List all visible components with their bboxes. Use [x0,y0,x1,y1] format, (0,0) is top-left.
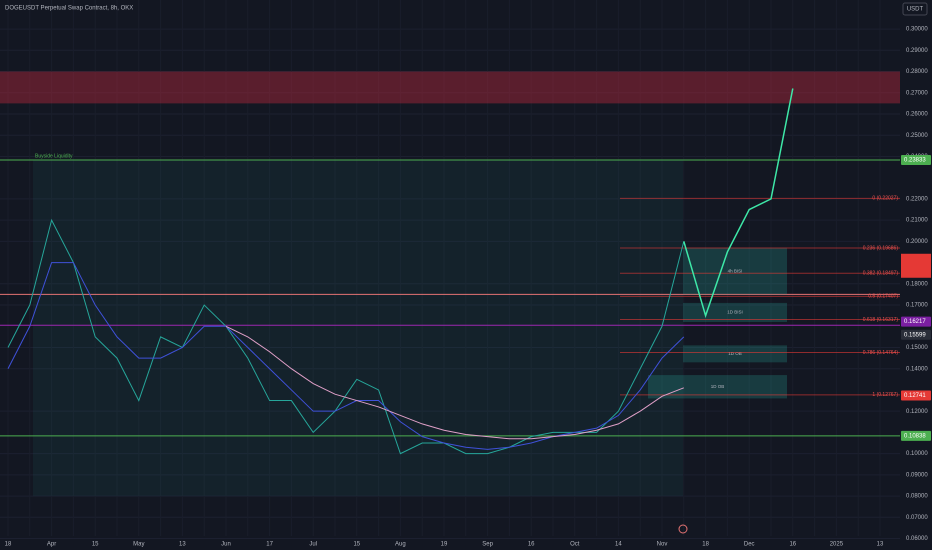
annotation: Buyside Liquidity [35,153,73,159]
y-tick-label: 0.15000 [906,345,928,351]
y-tick-label: 0.08000 [906,494,928,500]
range-box [33,159,683,497]
x-tick-label: Apr [47,542,56,548]
x-tick-label: 16 [789,542,796,548]
chart-title: DOGEUSDT Perpetual Swap Contract, 8h, OK… [5,6,133,12]
x-tick-label: Sep [482,542,493,548]
fib-label: 0.382 (0.18497) [863,271,899,277]
x-tick-label: 17 [266,542,273,548]
price-tag-label: 0.12741 [904,393,926,399]
price-tag-label: 0.10838 [904,433,926,439]
last-price [901,253,931,278]
event-icon[interactable] [678,524,688,534]
fib-label: 1 (0.12767) [872,392,898,398]
y-tick-label: 0.21000 [906,218,928,224]
zone-label: 4h BISI [728,268,743,273]
fib-label: 0 (0.22027) [872,196,898,202]
price-tag [901,316,931,327]
x-tick-label: 13 [179,542,186,548]
y-tick-label: 0.28000 [906,69,928,75]
price-tag-label: 0.16217 [904,319,926,325]
x-tick-label: Aug [395,542,406,548]
y-tick-label: 0.29000 [906,48,928,54]
series-line [7,218,685,455]
y-tick-label: 0.09000 [906,472,928,478]
price-tag-label: 0.15599 [904,332,926,338]
x-tick-label: Nov [657,542,668,548]
x-tick-label: 18 [702,542,709,548]
fib-label: 0.618 (0.16317) [863,317,899,323]
zone [683,247,787,295]
y-tick-label: 0.12000 [906,409,928,415]
fib-label: 0.5 (0.17407) [868,294,898,300]
y-tick-label: 0.30000 [906,27,928,33]
y-tick-label: 0.27000 [906,90,928,96]
y-tick-label: 0.10000 [906,451,928,457]
zone [648,375,787,399]
y-tick-label: 0.18000 [906,281,928,287]
series-line [225,325,684,440]
series-line [7,262,685,450]
x-tick-label: 19 [441,542,448,548]
zone [683,345,787,363]
x-tick-label: Jun [221,542,231,548]
price-tag [901,154,931,165]
x-tick-label: 2025 [830,542,844,548]
y-tick-label: 0.06000 [906,536,928,542]
supply-zone [0,71,900,104]
price-tag-label: 0.23833 [904,158,926,164]
x-tick-label: Dec [744,542,755,548]
x-tick-label: Oct [570,542,580,548]
price-tag [901,430,931,441]
series-line [683,88,794,319]
price-tag [901,329,931,340]
x-tick-label: 16 [528,542,535,548]
y-tick-label: 0.22000 [906,196,928,202]
y-tick-label: 0.20000 [906,239,928,245]
y-tick-label: 0.14000 [906,366,928,372]
price-tag [901,390,931,401]
x-tick-label: 15 [92,542,99,548]
fib-label: 0.236 (0.19686) [863,245,899,251]
zone-label: 1D OB [728,351,742,356]
y-tick-label: 0.17000 [906,303,928,309]
x-tick-label: May [133,542,144,548]
zone-label: 1D OB [711,384,725,389]
currency[interactable]: USDT [907,7,924,13]
zone-label: 1D BISI [727,310,743,315]
x-tick-label: 15 [353,542,360,548]
y-tick-label: 0.07000 [906,515,928,521]
x-tick-label: 13 [877,542,884,548]
x-tick-label: 14 [615,542,622,548]
y-tick-label: 0.26000 [906,112,928,118]
x-tick-label: 18 [5,542,12,548]
y-tick-label: 0.25000 [906,133,928,139]
currency-button[interactable] [902,2,928,16]
x-tick-label: Jul [309,542,317,548]
fib-label: 0.786 (0.14764) [863,350,899,356]
